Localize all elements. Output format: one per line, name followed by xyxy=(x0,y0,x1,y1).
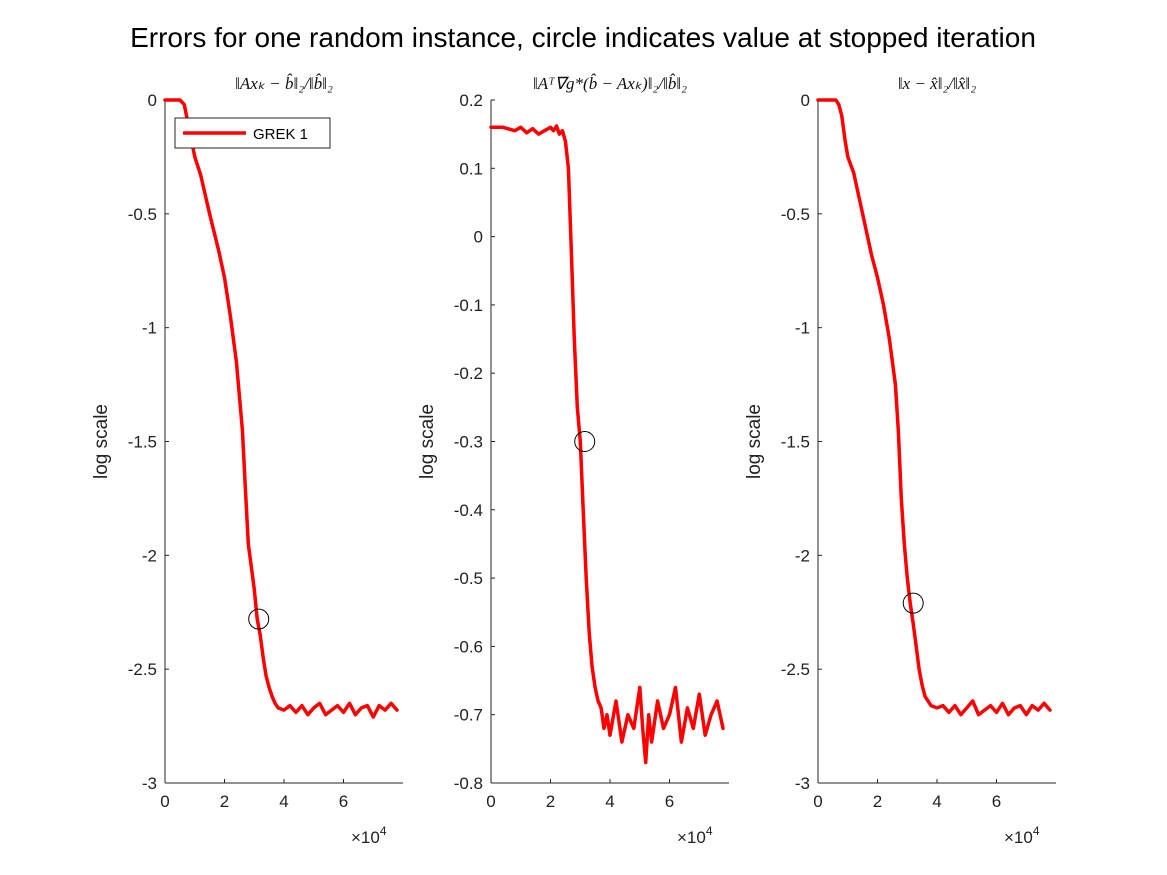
subplot-1: ‖Axₖ − b̂‖₂/‖b̂‖₂ -3 -2.5 -2 -1.5 -1 -0.5 0 0 2 4 6… xyxy=(91,74,403,847)
y-tick-label: -1.5 xyxy=(781,433,810,452)
stop-marker-circle xyxy=(574,431,596,452)
y-tick-label: -0.6 xyxy=(454,637,483,656)
panel-title: ‖Axₖ − b̂‖₂/‖b̂‖₂ xyxy=(235,74,333,93)
x-tick-label: 4 xyxy=(932,792,941,811)
y-axis-label: log scale xyxy=(91,404,112,479)
series-line-grek-1 xyxy=(163,98,399,719)
x-tick-label: 0 xyxy=(813,792,822,811)
y-tick-label: 0 xyxy=(474,228,483,247)
x-tick-label: 4 xyxy=(605,792,614,811)
x-multiplier-base: ×10 xyxy=(677,828,706,847)
subplot-3: ‖x − x̂‖₂/‖x̂‖₂ -3 -2.5 -2 -1.5 -1 -0.5 0 0 2 4 6×1… xyxy=(744,74,1056,847)
y-tick-label: -0.1 xyxy=(454,296,483,315)
series-line-grek-1 xyxy=(816,98,1052,717)
x-multiplier-base: ×10 xyxy=(351,828,380,847)
x-multiplier-label: ×104 xyxy=(1004,824,1040,847)
x-multiplier-exponent: 4 xyxy=(380,824,387,838)
y-tick-label: 0.2 xyxy=(459,91,483,110)
x-tick-label: 6 xyxy=(665,792,674,811)
y-tick-label: -3 xyxy=(142,774,157,793)
y-tick-label: -1.5 xyxy=(128,433,157,452)
figure-title: Errors for one random instance, circle i… xyxy=(130,22,1036,53)
x-tick-label: 6 xyxy=(339,792,348,811)
panel-title: ‖Aᵀ∇g*(b̂ − Axₖ)‖₂/‖b̂‖₂ xyxy=(533,74,687,93)
x-tick-label: 2 xyxy=(220,792,229,811)
stop-marker-circle xyxy=(902,592,924,614)
y-tick-label: -2.5 xyxy=(128,660,157,679)
y-axis-label: log scale xyxy=(744,404,765,479)
subplots-container: ‖Axₖ − b̂‖₂/‖b̂‖₂ -3 -2.5 -2 -1.5 -1 -0.5 0 0 2 4 6… xyxy=(91,74,1056,847)
y-tick-label: -2 xyxy=(795,546,810,565)
y-tick-label: -2 xyxy=(142,546,157,565)
y-tick-label: 0.1 xyxy=(459,159,483,178)
legend-label: GREK 1 xyxy=(253,126,308,143)
y-tick-label: -1 xyxy=(795,319,810,338)
y-tick-label: -2.5 xyxy=(781,660,810,679)
x-tick-label: 6 xyxy=(992,792,1001,811)
y-axis-label: log scale xyxy=(417,404,438,479)
y-tick-label: 0 xyxy=(801,91,810,110)
y-tick-label: -0.5 xyxy=(128,205,157,224)
y-tick-label: -0.8 xyxy=(454,774,483,793)
y-tick-label: -0.7 xyxy=(454,706,483,725)
panel-title: ‖x − x̂‖₂/‖x̂‖₂ xyxy=(898,74,976,93)
y-tick-label: -3 xyxy=(795,774,810,793)
x-multiplier-label: ×104 xyxy=(351,824,387,847)
legend: GREK 1 xyxy=(174,117,331,149)
y-tick-label: -0.3 xyxy=(454,433,483,452)
y-tick-label: -1 xyxy=(142,319,157,338)
x-tick-label: 4 xyxy=(279,792,288,811)
x-multiplier-exponent: 4 xyxy=(1033,824,1040,838)
y-tick-label: -0.2 xyxy=(454,364,483,383)
x-tick-label: 2 xyxy=(873,792,882,811)
y-tick-label: -0.5 xyxy=(781,205,810,224)
y-tick-label: -0.5 xyxy=(454,569,483,588)
y-tick-label: 0 xyxy=(148,91,157,110)
series-line-grek-1 xyxy=(489,124,725,765)
x-tick-label: 0 xyxy=(486,792,495,811)
x-multiplier-label: ×104 xyxy=(677,824,713,847)
x-multiplier-base: ×10 xyxy=(1004,828,1033,847)
x-tick-label: 2 xyxy=(546,792,555,811)
subplot-2: ‖Aᵀ∇g*(b̂ − Axₖ)‖₂/‖b̂‖₂ -0.8 -0.7 -0.6 -0.5… xyxy=(417,74,729,847)
stop-marker-circle xyxy=(248,608,270,630)
x-multiplier-exponent: 4 xyxy=(706,824,713,838)
x-tick-label: 0 xyxy=(160,792,169,811)
y-tick-label: -0.4 xyxy=(454,501,483,520)
